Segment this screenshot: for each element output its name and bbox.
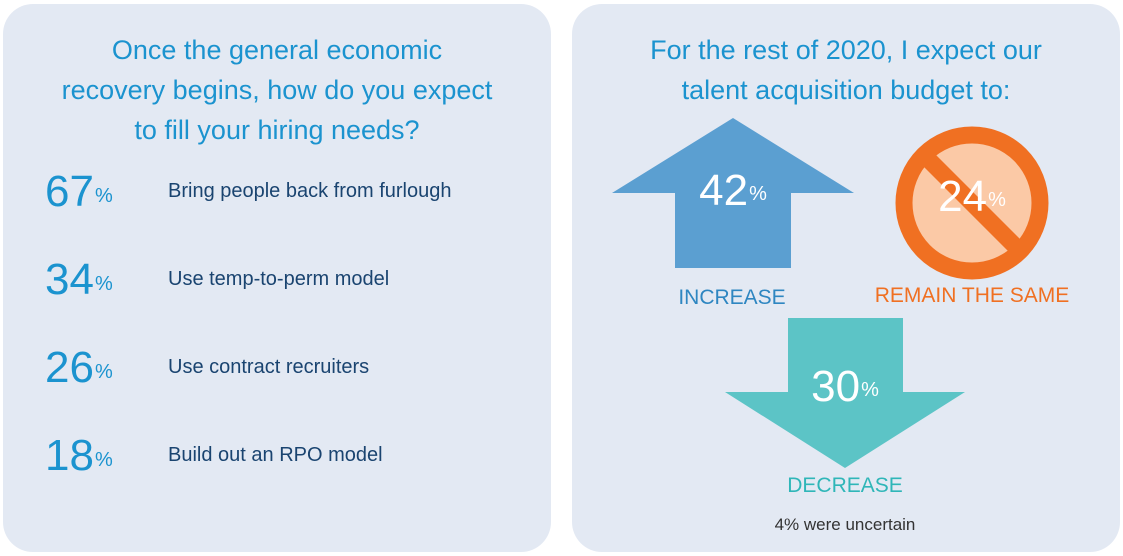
decrease-percentage: 30% xyxy=(811,362,879,411)
stat-percentage: 26% xyxy=(45,343,113,392)
stat-label: Use contract recruiters xyxy=(168,356,370,378)
stat-percentage: 67% xyxy=(45,167,113,216)
remain-same-label: REMAIN THE SAME xyxy=(874,284,1070,307)
increase-label: INCREASE xyxy=(678,286,786,309)
down-arrow-icon xyxy=(725,318,965,468)
increase-percentage: 42% xyxy=(699,166,767,215)
hiring-needs-panel: Once the general economic recovery begin… xyxy=(3,4,551,552)
budget-heading: For the rest of 2020, I expect our talen… xyxy=(650,35,1042,105)
no-change-icon xyxy=(895,126,1049,280)
budget-panel: For the rest of 2020, I expect our talen… xyxy=(572,4,1120,552)
up-arrow-icon xyxy=(612,118,854,268)
stat-row: 67% Bring people back from furlough xyxy=(3,166,551,226)
uncertain-note: 4% were uncertain xyxy=(774,515,916,534)
stat-row: 26% Use contract recruiters xyxy=(3,342,551,402)
stat-row: 18% Build out an RPO model xyxy=(3,430,551,490)
decrease-label: DECREASE xyxy=(787,474,903,497)
hiring-needs-heading: Once the general economic recovery begin… xyxy=(61,35,493,145)
stat-percentage: 18% xyxy=(45,431,113,480)
stat-percentage: 34% xyxy=(45,255,113,304)
remain-same-percentage: 24% xyxy=(938,172,1006,221)
stat-row: 34% Use temp-to-perm model xyxy=(3,254,551,314)
stat-label: Build out an RPO model xyxy=(168,444,383,466)
stat-label: Bring people back from furlough xyxy=(168,180,452,202)
stat-label: Use temp-to-perm model xyxy=(168,268,390,290)
